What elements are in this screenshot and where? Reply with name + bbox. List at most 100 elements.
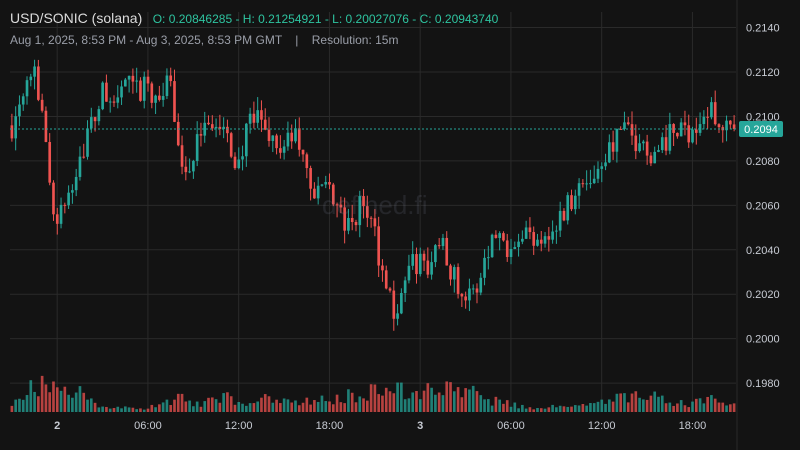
candle-body [48,141,52,183]
candle-body [592,178,596,184]
volume-bar [165,399,169,412]
candle-body [282,146,286,153]
candle-body [392,290,396,319]
volume-bar [339,402,343,412]
chart-header: USD/SONIC (solana) O: 0.20846285 - H: 0.… [10,10,498,28]
volume-bar [335,394,339,412]
candle-body [78,156,82,177]
candle-body [657,150,660,152]
candle-body [471,288,475,290]
price-axis: 0.2140 0.2120 0.2100 0.2080 0.2060 0.2040 0.20… [746,23,780,391]
candle-body [188,171,191,173]
candle-body [267,129,271,141]
candle-body [729,120,732,125]
candle-body [279,148,282,153]
volume-bar [14,399,17,412]
volume-bar [82,392,86,412]
candle-body [237,159,241,169]
candle-body [581,183,585,185]
volume-bar [698,398,702,412]
volume-bar [67,394,70,412]
candle-body [562,210,566,221]
candle-body [434,245,437,263]
volume-bar [608,399,611,412]
candle-body [596,168,600,179]
candle-body [161,96,165,100]
volume-bar [384,387,388,412]
candle-body [286,132,290,147]
candle-body [233,156,237,169]
candle-body [10,125,14,139]
volume-bar [585,405,588,412]
volume-bar [490,405,494,412]
volume-bar [279,403,282,412]
volume-bar [619,393,622,412]
volume-bar [301,402,305,412]
candle-body [702,116,706,125]
volume-bar [426,383,430,412]
volume-bar [362,398,365,412]
volume-bar [146,408,150,412]
candle-body [116,97,120,103]
volume-bar [313,400,316,412]
candle-body [460,293,464,297]
volume-bar [615,393,619,412]
volume-bar [324,401,328,412]
volume-bar [415,391,418,412]
grid-lines [10,0,738,450]
chart-subheader: Aug 1, 2025, 8:53 PM - Aug 3, 2025, 8:53… [10,33,398,47]
time-axis: 2 06:00 12:00 18:00 3 06:00 12:00 18:00 [54,420,706,432]
candle-body [452,267,456,280]
volume-bar [562,406,566,412]
volume-bar [411,392,415,412]
candle-body [354,221,358,226]
volume-bar [653,391,657,412]
candle-body [717,124,721,128]
volume-bar [509,406,513,412]
candle-body [672,124,675,133]
candle-body [44,110,48,142]
volume-bar [78,386,82,412]
volume-bar [63,386,67,412]
volume-bar [18,398,21,412]
price-candles [10,59,736,331]
candle-body [324,181,328,185]
volume-bar [158,404,161,412]
candle-body [305,154,309,169]
candle-body [532,232,536,246]
candle-body [222,126,225,130]
candle-body [176,121,180,146]
candle-body [653,151,657,164]
y-tick-label: 0.2000 [746,334,780,346]
candle-body [124,79,127,87]
candle-body [350,217,354,222]
volume-bar [422,390,426,412]
candle-body [502,233,505,241]
volume-bar [717,402,721,412]
volume-bar [558,405,562,412]
candle-body [18,104,21,117]
candle-body [263,119,267,130]
candle-body [55,214,59,224]
volume-bar [683,405,687,412]
candle-body [229,133,233,157]
candle-body [604,162,607,167]
volume-bar [487,399,490,412]
candle-body [165,75,169,97]
candle-body [316,185,320,199]
candle-body [369,217,373,219]
volume-bar [392,393,396,412]
last-price-label: 0.2094 [744,124,778,136]
candle-body [585,183,588,185]
candle-body [373,218,377,227]
y-tick-label: 0.2140 [746,23,780,35]
candle-body [313,188,316,199]
volume-bar [418,399,422,412]
candle-body [694,129,698,133]
volume-bar [25,395,29,412]
candle-body [456,267,460,294]
volume-bar [237,402,241,412]
volume-bar [623,393,626,412]
candle-body [150,83,154,103]
